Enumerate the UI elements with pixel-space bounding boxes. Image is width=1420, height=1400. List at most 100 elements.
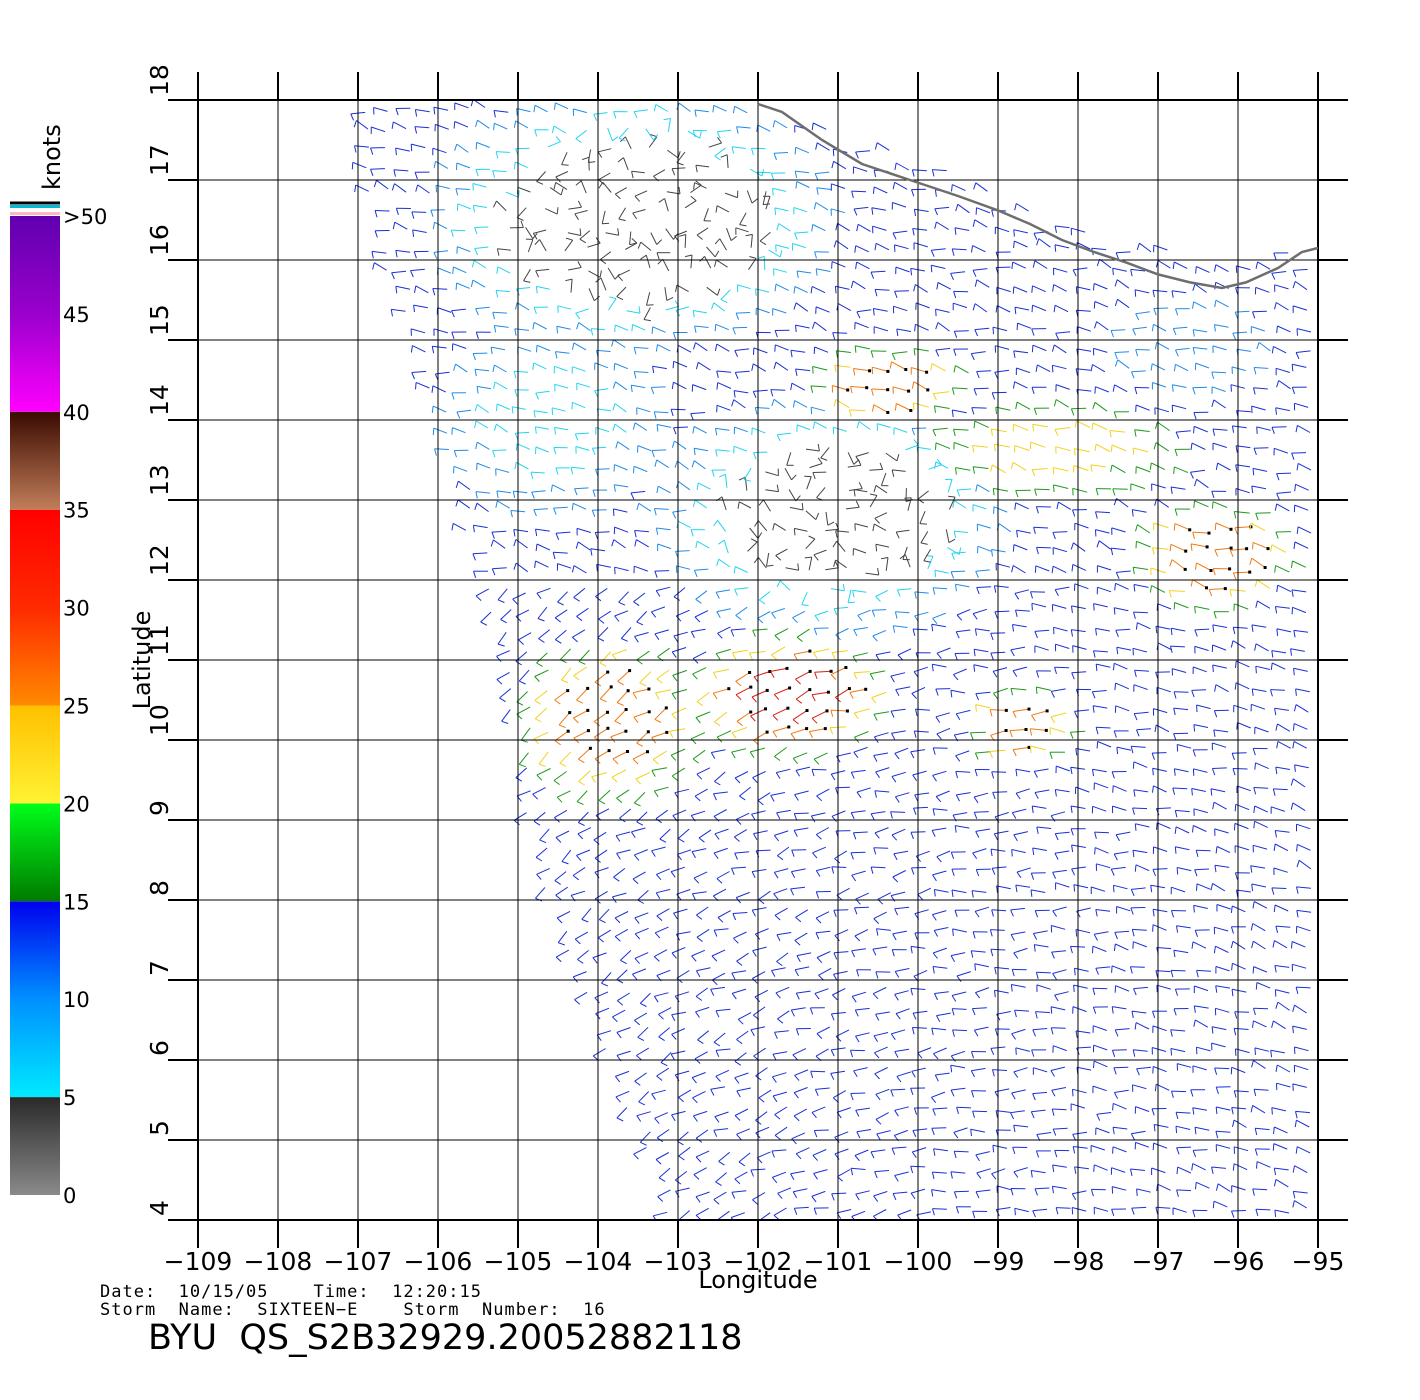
wind-barb bbox=[574, 991, 588, 1005]
wind-barb-shaft bbox=[516, 691, 528, 703]
wind-barb bbox=[952, 928, 967, 936]
wind-barb bbox=[676, 849, 692, 861]
wind-barb bbox=[473, 570, 488, 578]
wind-barb-dot bbox=[808, 649, 812, 653]
wind-barb-feather bbox=[777, 1018, 784, 1024]
wind-barb-feather bbox=[716, 611, 721, 618]
wind-barb-feather bbox=[890, 710, 895, 718]
wind-barb bbox=[853, 1067, 868, 1078]
wind-barb bbox=[1193, 985, 1209, 993]
wind-barb-shaft bbox=[513, 490, 528, 494]
wind-barb-shaft bbox=[776, 768, 791, 774]
wind-barb-feather bbox=[1095, 511, 1098, 519]
wind-barb-feather bbox=[715, 428, 718, 436]
wind-barb bbox=[815, 911, 830, 924]
wind-barb bbox=[533, 811, 546, 826]
wind-barb-shaft bbox=[1276, 491, 1292, 494]
wind-barb bbox=[1252, 1188, 1268, 1196]
wind-barb-shaft bbox=[836, 752, 851, 757]
wind-barb bbox=[1170, 969, 1186, 978]
wind-barb-feather bbox=[1050, 691, 1055, 698]
wind-barb bbox=[1192, 768, 1208, 776]
wind-barb-shaft bbox=[1295, 483, 1309, 491]
wind-barb bbox=[634, 530, 649, 538]
wind-barb-shaft bbox=[971, 407, 987, 409]
wind-barb-shaft bbox=[770, 792, 786, 796]
wind-barb bbox=[716, 496, 727, 510]
wind-barb bbox=[674, 1070, 690, 1082]
wind-barb-feather bbox=[1149, 462, 1152, 470]
wind-barb-shaft bbox=[520, 727, 531, 741]
wind-barb-feather bbox=[1114, 683, 1117, 691]
wind-barb bbox=[1290, 802, 1306, 812]
wind-barb-shaft bbox=[1097, 741, 1112, 748]
wind-barb bbox=[599, 651, 612, 667]
wind-barb-feather bbox=[1096, 540, 1100, 548]
wind-barb-shaft bbox=[1133, 584, 1149, 588]
wind-barb-shaft bbox=[1271, 650, 1287, 654]
wind-barb-feather bbox=[811, 694, 816, 702]
wind-barb-shaft bbox=[1153, 522, 1169, 529]
wind-barb-shaft bbox=[752, 907, 767, 911]
wind-barb-shaft bbox=[1273, 1020, 1286, 1030]
wind-barb-feather bbox=[752, 978, 758, 984]
wind-barb bbox=[1015, 884, 1031, 893]
wind-barb-shaft bbox=[1297, 526, 1312, 534]
wind-barb-shaft bbox=[1094, 931, 1109, 935]
wind-barb-shaft bbox=[1271, 544, 1286, 553]
wind-barb-shaft bbox=[677, 460, 689, 470]
wind-barb-feather bbox=[671, 693, 677, 700]
wind-barb-shaft bbox=[1293, 723, 1308, 730]
wind-barb-dot bbox=[628, 669, 632, 673]
wind-barb-shaft bbox=[614, 610, 629, 617]
wind-barb-shaft bbox=[1296, 909, 1312, 913]
wind-barb bbox=[1174, 448, 1191, 457]
wind-barb-feather bbox=[834, 935, 840, 942]
wind-barb-shaft bbox=[1196, 849, 1211, 852]
wind-barb-feather bbox=[758, 599, 766, 605]
wind-barb bbox=[1156, 686, 1171, 695]
wind-barb-feather bbox=[936, 1015, 941, 1023]
wind-barb-feather bbox=[897, 654, 904, 661]
wind-barb bbox=[1111, 771, 1127, 779]
wind-barb-feather bbox=[1152, 869, 1156, 877]
wind-barb bbox=[917, 490, 929, 504]
wind-barb-shaft bbox=[1152, 767, 1167, 772]
wind-barb-feather bbox=[894, 796, 900, 803]
wind-barb-feather bbox=[1012, 670, 1018, 677]
wind-barb-feather bbox=[671, 1014, 676, 1022]
wind-barb-feather bbox=[670, 1053, 676, 1061]
wind-barb bbox=[1296, 886, 1311, 894]
wind-barb bbox=[1032, 1091, 1048, 1101]
wind-barb-feather bbox=[537, 618, 545, 622]
wind-barb bbox=[613, 868, 626, 882]
wind-barb-shaft bbox=[932, 427, 948, 431]
wind-barb bbox=[690, 732, 706, 745]
wind-barb-shaft bbox=[558, 712, 571, 726]
wind-barb bbox=[896, 588, 912, 597]
wind-barb-shaft bbox=[1154, 1124, 1169, 1128]
wind-barb-shaft bbox=[851, 769, 866, 773]
wind-barb-shaft bbox=[974, 1026, 989, 1031]
wind-barb bbox=[777, 1187, 792, 1199]
wind-barb-shaft bbox=[594, 991, 609, 999]
wind-barb bbox=[851, 991, 867, 1003]
wind-barb-feather bbox=[810, 815, 816, 823]
wind-barb-feather bbox=[850, 812, 855, 820]
wind-barb-feather bbox=[931, 1028, 934, 1036]
wind-barb bbox=[612, 508, 628, 516]
wind-barb bbox=[1114, 1028, 1130, 1037]
wind-barb bbox=[917, 1047, 932, 1059]
wind-barb bbox=[597, 627, 609, 642]
wind-barb-shaft bbox=[456, 409, 471, 413]
wind-barb-feather bbox=[738, 476, 746, 481]
wind-barb-shaft bbox=[573, 730, 589, 739]
wind-barb-feather bbox=[632, 692, 638, 699]
wind-barb-shaft bbox=[1169, 590, 1185, 592]
wind-barb bbox=[902, 546, 910, 561]
wind-barb bbox=[815, 891, 831, 899]
wind-barb-shaft bbox=[577, 811, 589, 823]
wind-barb-feather bbox=[776, 580, 781, 588]
wind-barb bbox=[1109, 430, 1126, 438]
wind-barb bbox=[993, 443, 1010, 452]
